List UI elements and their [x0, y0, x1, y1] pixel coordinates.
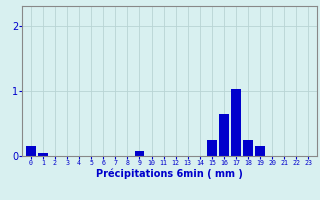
Bar [26, 146, 36, 156]
Bar [231, 89, 241, 156]
Bar [135, 151, 144, 156]
X-axis label: Précipitations 6min ( mm ): Précipitations 6min ( mm ) [96, 169, 243, 179]
Bar [255, 146, 265, 156]
Bar [243, 140, 253, 156]
Bar [219, 114, 229, 156]
Bar [207, 140, 217, 156]
Bar [38, 153, 48, 156]
